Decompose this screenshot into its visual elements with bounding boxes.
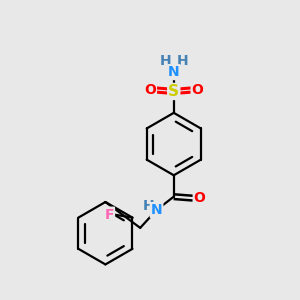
Text: F: F [104, 208, 114, 222]
Text: O: O [194, 191, 206, 205]
Text: N: N [151, 203, 162, 217]
Text: H: H [176, 54, 188, 68]
Text: H: H [142, 199, 154, 213]
Text: O: O [144, 83, 156, 97]
Text: N: N [168, 65, 180, 79]
Text: O: O [192, 83, 203, 97]
Text: H: H [160, 54, 171, 68]
Text: S: S [168, 84, 179, 99]
